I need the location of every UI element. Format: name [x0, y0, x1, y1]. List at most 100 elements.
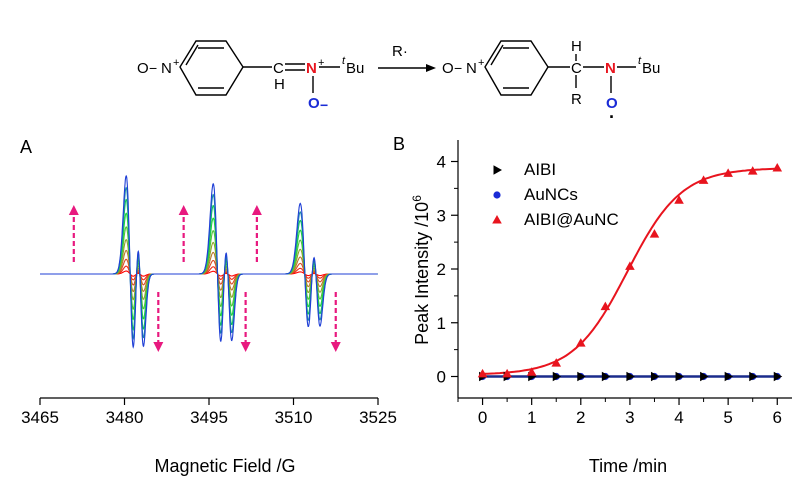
reactant-molecule: O − N + C H N + t Bu O − [137, 40, 364, 113]
data-point [747, 166, 758, 175]
product-nitroxide-n: N [605, 60, 616, 77]
growth-arrow-head [153, 342, 164, 352]
panel-b-x-tick-label: 5 [723, 408, 732, 427]
legend-label: AIBI@AuNC [524, 210, 619, 229]
reactant-pyridine-ring [179, 40, 244, 96]
growth-arrows [68, 205, 341, 352]
panel-b-y-label-base: Peak Intensity /10 [412, 202, 432, 345]
panel-b-x-tick-label: 6 [773, 408, 782, 427]
reactant-nitrone-o: O [308, 95, 320, 112]
reactant-nitrone-n: N [306, 60, 317, 77]
reaction-arrow: R· [378, 43, 436, 72]
product-pyridine-ring [484, 40, 549, 96]
panel-b-y-tick-label: 0 [437, 368, 446, 387]
reactant-t: t [342, 55, 346, 67]
data-point [724, 371, 734, 382]
reaction-scheme: O − N + C H N + t Bu O − R· [137, 38, 660, 127]
reactant-plus: + [173, 57, 179, 69]
legend-marker [493, 191, 501, 199]
data-point [551, 358, 562, 367]
data-point [552, 371, 562, 382]
panel-b-legend: AIBI AuNCs AIBI@AuNC [492, 160, 619, 229]
panel-a-x-axis: 3465 3480 3495 3510 3525 [21, 397, 397, 427]
data-point [577, 371, 586, 382]
data-point [626, 371, 635, 382]
product-nitroxide-o: O [606, 95, 618, 112]
panel-b-x-tick-label: 2 [576, 408, 585, 427]
data-point [650, 371, 660, 382]
product-plus: + [478, 57, 484, 69]
product-ring-double-bond [490, 44, 504, 66]
legend-marker [492, 215, 502, 224]
epr-spectra-traces [40, 174, 378, 349]
legend-label: AuNCs [524, 185, 578, 204]
data-point [625, 261, 635, 270]
panel-b-y-tick-label: 3 [437, 206, 446, 225]
panel-b-label: B [393, 134, 405, 154]
reactant-c: C [273, 60, 284, 77]
panel-a-x-label: Magnetic Field /G [154, 456, 295, 476]
data-point [772, 162, 783, 172]
panel-b-kinetics: B 0 1 2 3 4 5 6 0 1 2 3 4 AIBI AuNCs AIBI@AuNC Time /… [393, 134, 792, 476]
panel-b-x-tick-label: 0 [478, 408, 487, 427]
panel-b-y-label: Peak Intensity /106 [410, 195, 432, 345]
data-point [749, 371, 758, 382]
product-c: C [571, 60, 582, 77]
panel-b-x-tick-label: 4 [674, 408, 683, 427]
product-bu: Bu [642, 60, 660, 77]
product-minus: − [454, 60, 462, 76]
panel-a-epr-spectra: A 3465 3480 3495 3510 3525 Magnetic Field /G [20, 137, 397, 476]
panel-a-x-tick-label: 3465 [21, 408, 59, 427]
panel-a-x-tick-label: 3525 [359, 408, 397, 427]
data-point [700, 371, 709, 382]
panel-b-axes: 0 1 2 3 4 5 6 0 1 2 3 4 [437, 140, 792, 427]
reactant-nitrone-minus: − [320, 97, 328, 113]
product-molecule: O − N + H C R N t Bu O · [442, 38, 660, 127]
growth-arrow-head [240, 342, 251, 352]
data-point [600, 301, 611, 311]
reagent-label: R· [392, 43, 408, 60]
data-point [723, 168, 733, 177]
panel-b-y-tick-label: 1 [437, 314, 446, 333]
product-n-oxide-o: O [442, 60, 454, 77]
data-point [773, 371, 783, 382]
reactant-n-oxide-n: N [161, 60, 172, 77]
legend-label: AIBI [524, 160, 556, 179]
reactant-n-oxide-o: O [137, 60, 149, 77]
panel-a-x-tick-label: 3480 [106, 408, 144, 427]
data-point [502, 368, 512, 378]
panel-b-x-tick-label: 3 [625, 408, 634, 427]
data-point [477, 368, 488, 378]
growth-arrow-head [178, 205, 189, 215]
product-radical-dot: · [609, 107, 615, 127]
product-n-oxide-n: N [466, 60, 477, 77]
panel-b-y-label-exponent: 6 [410, 195, 424, 202]
reactant-bu: Bu [346, 60, 364, 77]
data-point [674, 195, 684, 204]
growth-arrow-head [251, 205, 262, 215]
panel-b-x-tick-label: 1 [527, 408, 536, 427]
growth-arrow-head [330, 342, 341, 352]
product-h: H [571, 38, 582, 55]
data-point [698, 175, 709, 184]
arrow-head [426, 64, 436, 72]
product-t: t [638, 55, 642, 67]
growth-arrow-head [68, 205, 79, 215]
panel-a-x-tick-label: 3510 [275, 408, 313, 427]
reactant-minus: − [149, 60, 157, 76]
panel-b-y-tick-label: 2 [437, 260, 446, 279]
panel-a-x-tick-label: 3495 [190, 408, 228, 427]
reactant-h: H [274, 76, 285, 93]
data-point [575, 338, 586, 347]
panel-b-y-tick-label: 4 [437, 153, 446, 172]
reactant-nitrone-plus: + [318, 57, 324, 69]
panel-b-x-label: Time /min [589, 456, 667, 476]
reactant-ring-double-bond [185, 44, 199, 66]
product-r: R [571, 91, 582, 108]
epr-spectrum-trace [40, 174, 378, 349]
data-point [601, 371, 611, 382]
panel-b-data [477, 162, 783, 382]
data-point [675, 371, 685, 382]
legend-marker [493, 165, 502, 175]
